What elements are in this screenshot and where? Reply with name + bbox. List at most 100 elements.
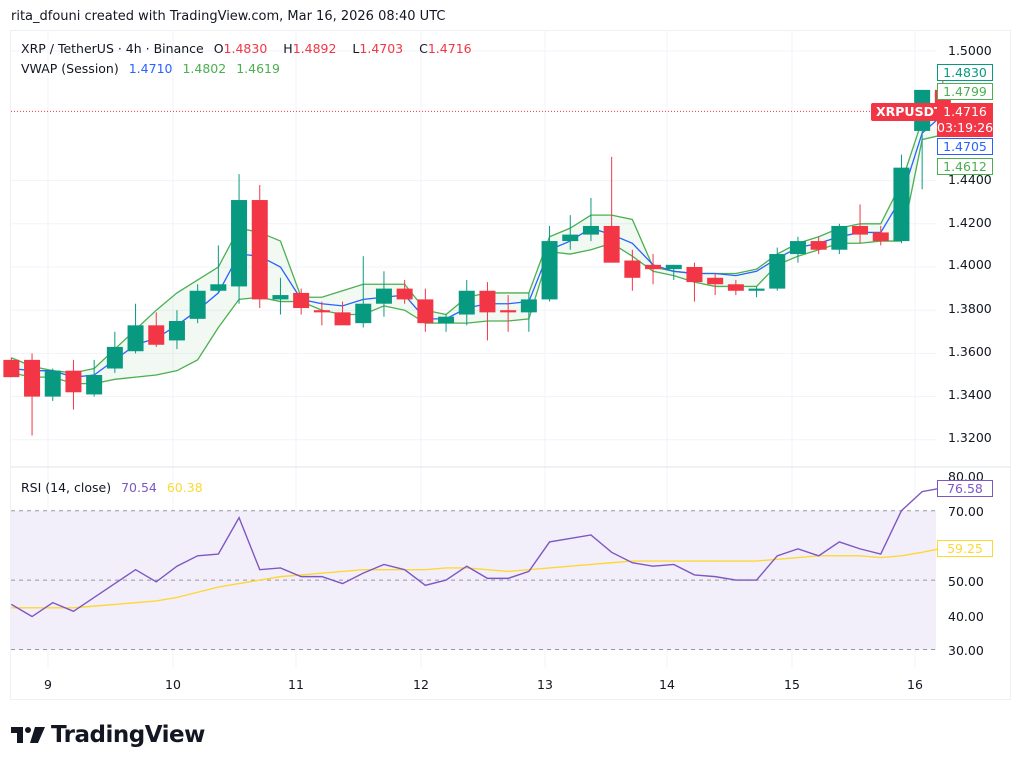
vwap-tag: 1.4705 bbox=[937, 138, 993, 155]
candle-up bbox=[582, 225, 599, 235]
candle-down bbox=[148, 325, 165, 345]
candle-up bbox=[106, 346, 123, 369]
candle-up bbox=[520, 299, 537, 313]
candle-up bbox=[769, 254, 786, 289]
candle-down bbox=[334, 312, 351, 326]
vwap-legend: VWAP (Session) 1.4710 1.4802 1.4619 bbox=[21, 61, 286, 76]
symbol-title[interactable]: XRP / TetherUS · 4h · Binance bbox=[21, 41, 204, 56]
candle-down bbox=[727, 284, 744, 291]
last-price-value: 1.4716 bbox=[943, 104, 987, 119]
low-label: L bbox=[352, 41, 360, 56]
candle-up bbox=[831, 225, 848, 250]
open-label: O bbox=[213, 41, 224, 56]
high-label: H bbox=[283, 41, 293, 56]
vwap-upper-tag: 1.4799 bbox=[937, 83, 993, 100]
candle-down bbox=[852, 225, 869, 235]
price-tick: 1.3400 bbox=[948, 387, 992, 402]
close-value: 1.4716 bbox=[427, 41, 472, 56]
vwap-value: 1.4710 bbox=[128, 61, 173, 76]
candle-down bbox=[624, 260, 641, 278]
price-tick: 1.3200 bbox=[948, 430, 992, 445]
price-tick: 1.4200 bbox=[948, 215, 992, 230]
candle-up bbox=[541, 241, 558, 300]
time-tick: 10 bbox=[165, 677, 181, 692]
candle-down bbox=[24, 359, 41, 397]
candle-down bbox=[479, 290, 496, 313]
candle-up bbox=[272, 295, 289, 300]
time-tick: 14 bbox=[659, 677, 675, 692]
time-tick: 16 bbox=[907, 677, 923, 692]
price-tick: 1.3800 bbox=[948, 301, 992, 316]
vwap-lower-band bbox=[11, 134, 943, 385]
rsi-value-tag: 76.58 bbox=[937, 480, 993, 497]
rsi-ma-tag: 59.25 bbox=[937, 540, 993, 557]
candle-up bbox=[438, 316, 455, 324]
vwap-lower-tag: 1.4612 bbox=[937, 158, 993, 175]
rsi-tick: 30.00 bbox=[948, 643, 984, 658]
candle-up bbox=[789, 241, 806, 255]
time-tick: 9 bbox=[44, 677, 52, 692]
last-price-tag: 1.4716 03:19:26 bbox=[937, 103, 993, 137]
candle-down bbox=[251, 200, 268, 300]
candle-up bbox=[562, 234, 579, 242]
vwap-line bbox=[11, 114, 944, 378]
vwap-upper-value: 1.4802 bbox=[182, 61, 227, 76]
vwap-upper-band bbox=[11, 94, 944, 374]
chart-credit: rita_dfouni created with TradingView.com… bbox=[11, 9, 446, 24]
symbol-legend: XRP / TetherUS · 4h · Binance O1.4830 H1… bbox=[21, 41, 484, 56]
tradingview-logo[interactable]: TradingView bbox=[11, 722, 205, 748]
candle-up bbox=[665, 264, 682, 270]
candle-down bbox=[645, 264, 662, 270]
candle-up bbox=[127, 325, 144, 352]
candle-down bbox=[686, 267, 703, 283]
open-value: 1.4830 bbox=[223, 41, 268, 56]
vwap-title[interactable]: VWAP (Session) bbox=[21, 61, 119, 76]
candle-down bbox=[603, 225, 620, 263]
candle-up bbox=[748, 288, 765, 291]
rsi-tick: 50.00 bbox=[948, 574, 984, 589]
rsi-value: 70.54 bbox=[121, 480, 157, 495]
candle-up bbox=[168, 321, 185, 341]
vwap-lower-value: 1.4619 bbox=[236, 61, 280, 76]
price-tick: 1.4400 bbox=[948, 172, 992, 187]
rsi-legend: RSI (14, close) 70.54 60.38 bbox=[21, 480, 209, 495]
candle-up bbox=[44, 370, 61, 397]
rsi-line bbox=[10, 487, 943, 618]
time-tick: 12 bbox=[413, 677, 429, 692]
candle-up bbox=[355, 303, 372, 324]
candle-up bbox=[375, 288, 392, 304]
candle-down bbox=[313, 310, 330, 313]
high-value: 1.4892 bbox=[292, 41, 337, 56]
low-value: 1.4703 bbox=[359, 41, 404, 56]
candle-down bbox=[417, 299, 434, 324]
rsi-title[interactable]: RSI (14, close) bbox=[21, 480, 112, 495]
candle-down bbox=[3, 359, 20, 378]
candle-up bbox=[231, 200, 248, 287]
rsi-tick: 70.00 bbox=[948, 504, 984, 519]
bar-countdown: 03:19:26 bbox=[937, 120, 994, 135]
price-tick: 1.5000 bbox=[948, 43, 992, 58]
rsi-ma-line bbox=[11, 547, 943, 609]
candle-up bbox=[189, 290, 206, 319]
candle-down bbox=[500, 310, 517, 313]
candle-down bbox=[872, 232, 889, 242]
symbol-tag: XRPUSDT bbox=[871, 103, 948, 121]
open-price-tag: 1.4830 bbox=[937, 64, 993, 81]
time-tick: 13 bbox=[537, 677, 553, 692]
tradingview-logo-icon bbox=[11, 727, 45, 743]
candle-up bbox=[893, 167, 910, 242]
candle-up bbox=[458, 290, 475, 315]
candle-down bbox=[707, 277, 724, 285]
candle-down bbox=[65, 370, 82, 393]
candle-down bbox=[396, 288, 413, 300]
time-tick: 15 bbox=[784, 677, 800, 692]
candle-down bbox=[293, 292, 310, 309]
tradingview-logo-text: TradingView bbox=[51, 722, 205, 748]
rsi-ma-value: 60.38 bbox=[166, 480, 203, 495]
close-label: C bbox=[419, 41, 428, 56]
time-tick: 11 bbox=[288, 677, 304, 692]
price-tick: 1.3600 bbox=[948, 344, 992, 359]
rsi-tick: 40.00 bbox=[948, 609, 984, 624]
candle-up bbox=[86, 375, 103, 395]
